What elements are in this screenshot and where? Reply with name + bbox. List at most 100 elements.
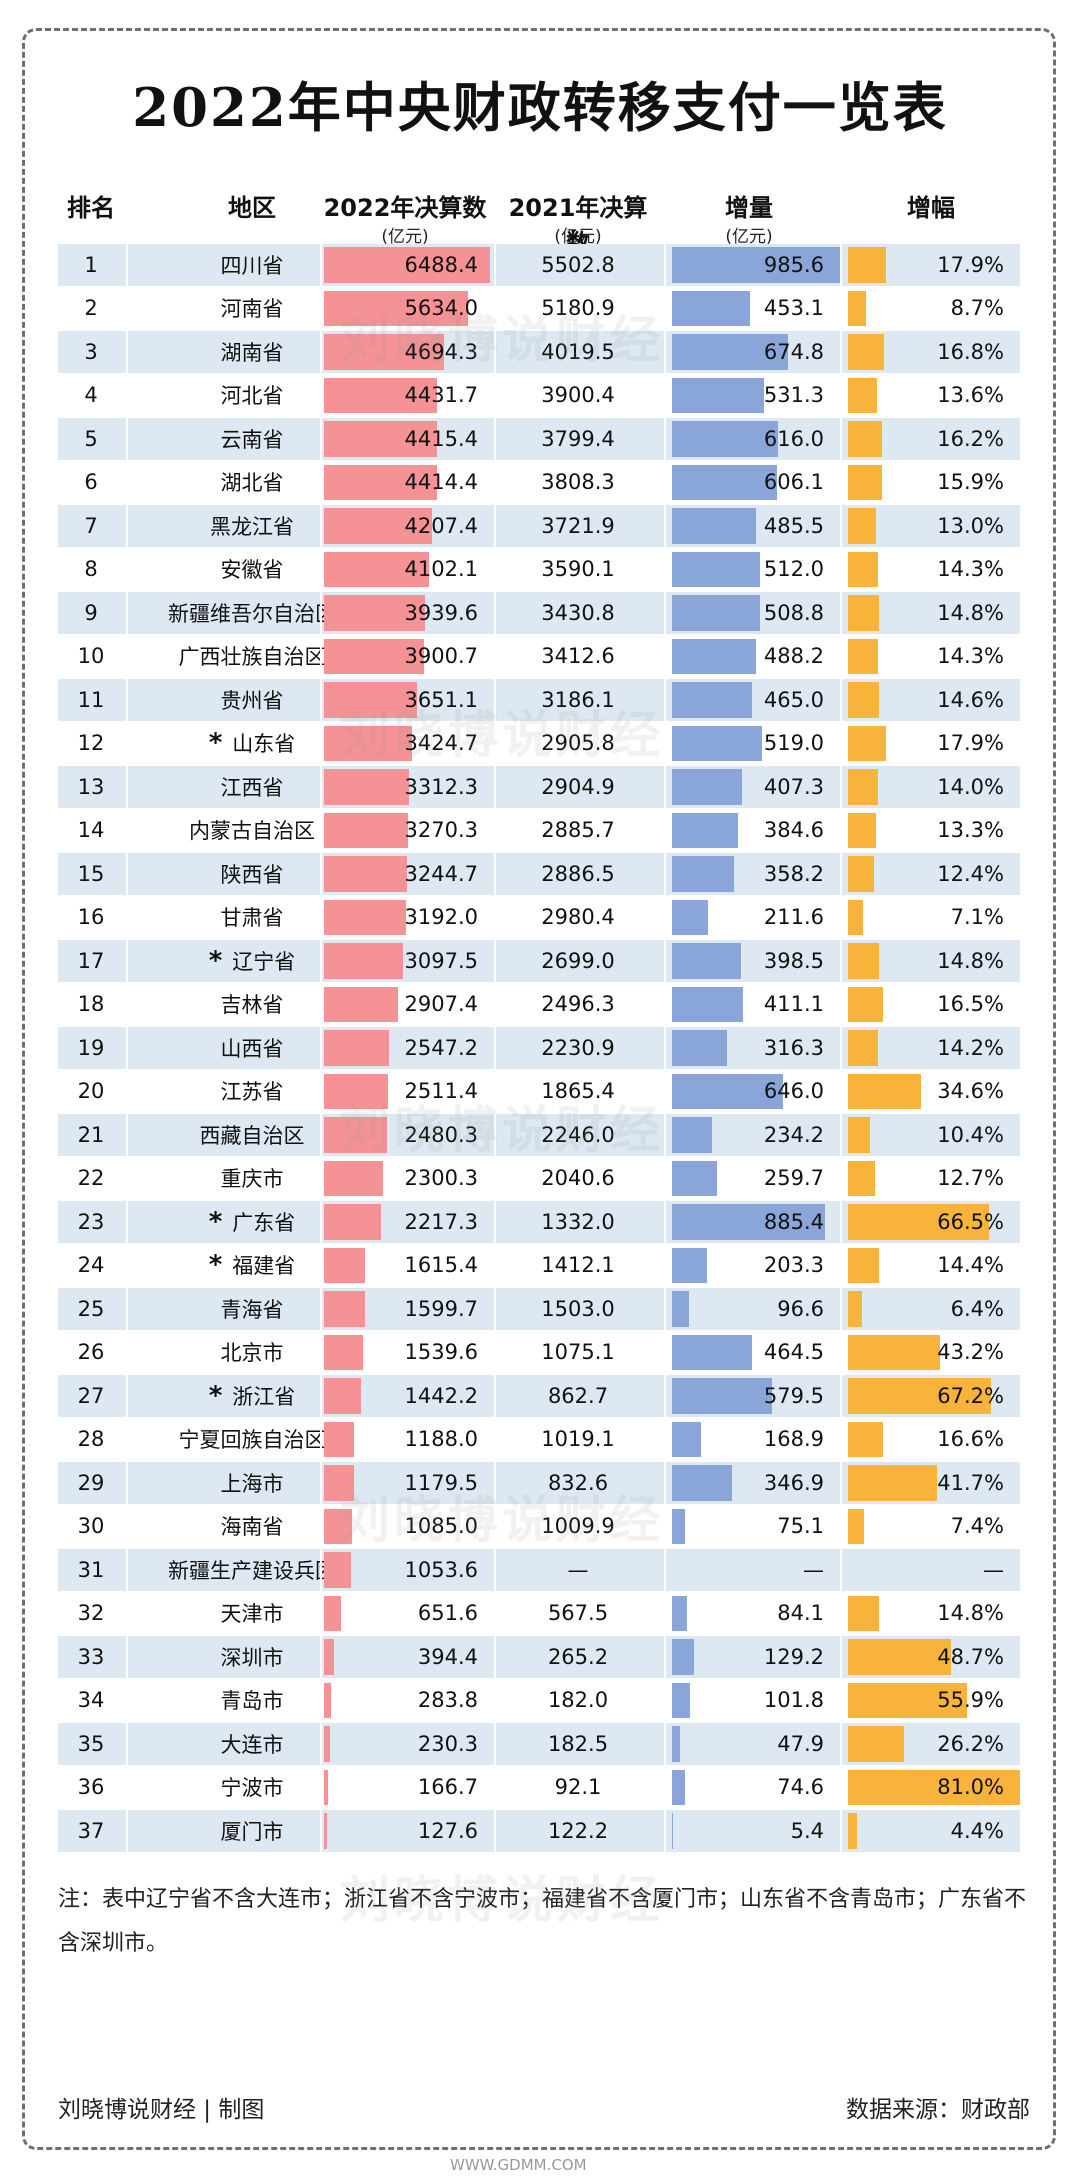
bar-2022-value <box>324 1639 335 1675</box>
rank-cell: 31 <box>77 1557 105 1582</box>
increase-cell: 674.8 <box>763 339 824 364</box>
region-cell: 内蒙古自治区 <box>128 810 376 852</box>
header-increase: 增量 <box>725 194 773 222</box>
table-row: 28 宁夏回族自治区 1188.0 1019.1 168.9 16.6% <box>58 1418 1020 1462</box>
table-row: 10 广西壮族自治区 3900.7 3412.6 488.2 14.3% <box>58 635 1020 679</box>
rank-cell: 25 <box>77 1296 105 1321</box>
value-2022-cell: 3900.7 <box>404 644 478 669</box>
table-row: 23 * 广东省 2217.3 1332.0 885.4 66.5% <box>58 1201 1020 1245</box>
bar-growth <box>848 1378 991 1414</box>
rank-cell: 30 <box>77 1514 105 1539</box>
bar-2022-value <box>324 1595 341 1631</box>
growth-cell: 14.3% <box>937 557 1004 582</box>
region-cell: 广西壮族自治区 <box>128 636 376 678</box>
growth-cell: 8.7% <box>950 296 1004 321</box>
increase-cell: 259.7 <box>763 1166 824 1191</box>
region-cell: 甘肃省 <box>128 897 376 939</box>
value-2021-cell: 2040.6 <box>541 1166 615 1191</box>
bar-growth <box>848 1595 880 1631</box>
rank-cell: 28 <box>77 1427 105 1452</box>
increase-cell: 384.6 <box>763 818 824 843</box>
rank-cell: 12 <box>77 731 105 756</box>
bar-increase <box>672 899 709 935</box>
bar-growth <box>848 377 877 413</box>
growth-cell: 14.2% <box>937 1035 1004 1060</box>
bar-growth <box>848 812 877 848</box>
bar-2022-value <box>324 1726 330 1762</box>
value-2021-cell: 3186.1 <box>541 687 615 712</box>
bar-growth <box>848 725 886 761</box>
region-name: 云南省 <box>220 427 284 452</box>
region-name: 广东省 <box>232 1210 296 1235</box>
table-row: 2 河南省 5634.0 5180.9 453.1 8.7% <box>58 287 1020 331</box>
value-2022-cell: 1179.5 <box>404 1470 478 1495</box>
growth-cell: 48.7% <box>937 1644 1004 1669</box>
rank-cell: 16 <box>77 905 105 930</box>
region-name: 天津市 <box>220 1602 284 1627</box>
increase-cell: 985.6 <box>763 252 824 277</box>
bar-2022-value <box>324 377 438 413</box>
increase-cell: 129.2 <box>763 1644 824 1669</box>
bar-2022-value <box>324 247 490 283</box>
region-name: 江苏省 <box>220 1080 284 1105</box>
table-row: 31 新疆生产建设兵团 1053.6 — — — <box>58 1549 1020 1593</box>
table-row: 17 * 辽宁省 3097.5 2699.0 398.5 14.8% <box>58 940 1020 984</box>
table-row: 27 * 浙江省 1442.2 862.7 579.5 67.2% <box>58 1375 1020 1419</box>
table-row: 24 * 福建省 1615.4 1412.1 203.3 14.4% <box>58 1244 1020 1288</box>
increase-cell: 606.1 <box>763 470 824 495</box>
value-2021-cell: 2905.8 <box>541 731 615 756</box>
growth-cell: 7.1% <box>950 905 1004 930</box>
value-2022-cell: 1599.7 <box>404 1296 478 1321</box>
value-2021-cell: — <box>567 1557 589 1582</box>
growth-cell: 16.2% <box>937 426 1004 451</box>
increase-cell: 519.0 <box>763 731 824 756</box>
region-name: 河北省 <box>220 384 284 409</box>
header-region: 地区 <box>228 194 276 222</box>
value-2022-cell: 4102.1 <box>404 557 478 582</box>
value-2021-cell: 2980.4 <box>541 905 615 930</box>
value-2021-cell: 1009.9 <box>541 1514 615 1539</box>
value-2022-cell: 3270.3 <box>404 818 478 843</box>
table-row: 36 宁波市 166.7 92.1 74.6 81.0% <box>58 1766 1020 1810</box>
growth-cell: 26.2% <box>937 1731 1004 1756</box>
table-row: 33 深圳市 394.4 265.2 129.2 48.7% <box>58 1636 1020 1680</box>
bar-2022-value <box>324 1378 361 1414</box>
value-2021-cell: 3412.6 <box>541 644 615 669</box>
bar-growth <box>848 682 879 718</box>
transfer-payment-table: 1 四川省 6488.4 5502.8 985.6 17.9% 2 河南省 5634.0 5180… <box>58 244 1020 1854</box>
region-cell: 宁夏回族自治区 <box>128 1419 376 1461</box>
rank-cell: 10 <box>77 644 105 669</box>
region-name: 海南省 <box>220 1515 284 1540</box>
rank-cell: 37 <box>77 1818 105 1843</box>
bar-2022-value <box>324 551 429 587</box>
region-name: 青岛市 <box>220 1689 284 1714</box>
value-2021-cell: 92.1 <box>554 1775 602 1800</box>
bar-2022-value <box>324 1465 355 1501</box>
region-name: 河南省 <box>220 297 284 322</box>
region-cell: 天津市 <box>128 1593 376 1635</box>
bar-growth <box>848 508 876 544</box>
growth-cell: 17.9% <box>937 731 1004 756</box>
rank-cell: 1 <box>84 252 98 277</box>
rank-cell: 33 <box>77 1644 105 1669</box>
column-divider <box>320 244 322 1855</box>
bar-growth <box>848 1682 967 1718</box>
bar-increase <box>672 812 739 848</box>
bar-increase <box>672 1291 689 1327</box>
region-name: 宁波市 <box>220 1776 284 1801</box>
value-2022-cell: 651.6 <box>417 1601 478 1626</box>
region-name: 大连市 <box>220 1732 284 1757</box>
bar-2022-value <box>324 595 425 631</box>
increase-cell: 346.9 <box>763 1470 824 1495</box>
rank-cell: 29 <box>77 1470 105 1495</box>
column-divider <box>126 244 128 1855</box>
bar-2022-value <box>324 290 469 326</box>
bar-increase <box>672 682 753 718</box>
bar-increase <box>672 943 741 979</box>
value-2022-cell: 1085.0 <box>404 1514 478 1539</box>
increase-cell: 512.0 <box>763 557 824 582</box>
table-row: 7 黑龙江省 4207.4 3721.9 485.5 13.0% <box>58 505 1020 549</box>
table-row: 32 天津市 651.6 567.5 84.1 14.8% <box>58 1592 1020 1636</box>
rank-cell: 27 <box>77 1383 105 1408</box>
region-cell: 湖北省 <box>128 462 376 504</box>
